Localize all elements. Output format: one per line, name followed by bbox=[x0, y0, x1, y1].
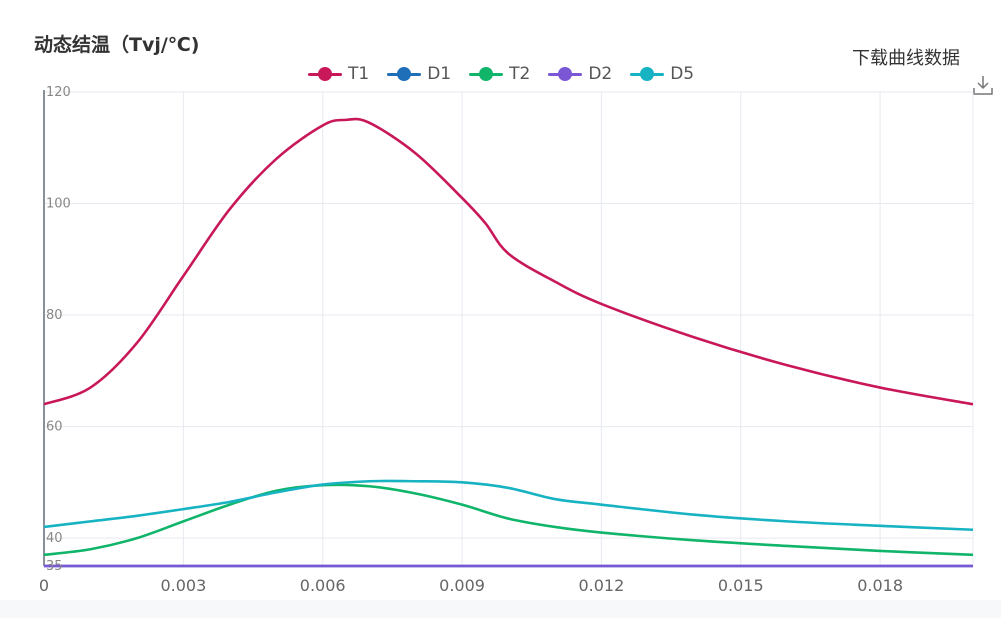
legend-label: T2 bbox=[509, 64, 531, 84]
series-line-d5 bbox=[43, 479, 974, 532]
legend-item-d2[interactable]: D2 bbox=[548, 64, 612, 84]
x-tick-label: 0.012 bbox=[578, 576, 624, 595]
legend-swatch bbox=[387, 67, 422, 81]
x-tick-label: 0.018 bbox=[857, 576, 903, 595]
legend-swatch bbox=[548, 67, 583, 81]
legend-item-d5[interactable]: D5 bbox=[630, 64, 694, 84]
y-tick-label: 60 bbox=[46, 420, 63, 435]
x-tick-label: 0 bbox=[39, 576, 49, 595]
legend-item-t2[interactable]: T2 bbox=[469, 64, 530, 84]
legend-item-t1[interactable]: T1 bbox=[308, 64, 369, 84]
y-tick-label: 35 bbox=[46, 559, 63, 574]
legend-label: D1 bbox=[427, 64, 452, 84]
legend-swatch bbox=[630, 67, 665, 81]
legend-item-d1[interactable]: D1 bbox=[387, 64, 451, 84]
x-tick-label: 0.015 bbox=[718, 576, 764, 595]
x-tick-label: 0.009 bbox=[439, 576, 485, 595]
bottom-strip bbox=[0, 600, 1001, 618]
x-tick-label: 0.006 bbox=[300, 576, 346, 595]
legend-swatch bbox=[469, 67, 504, 81]
series-lines bbox=[43, 117, 974, 568]
chart-title: 动态结温（Tvj/℃) bbox=[34, 34, 200, 56]
series-line-t1 bbox=[43, 117, 974, 406]
legend: T1 D1 T2 D2 D5 bbox=[308, 64, 694, 84]
tick-labels: 120 100 80 60 40 35 0 0.003 0.006 0.009 0.012 0.015… bbox=[39, 85, 903, 595]
legend-label: T1 bbox=[348, 64, 370, 84]
y-tick-label: 120 bbox=[46, 85, 71, 100]
y-tick-label: 40 bbox=[46, 531, 63, 546]
legend-label: D5 bbox=[670, 64, 695, 84]
y-tick-label: 100 bbox=[46, 197, 71, 212]
download-icon[interactable] bbox=[972, 74, 994, 96]
legend-swatch bbox=[308, 67, 342, 81]
download-data-link[interactable]: 下载曲线数据 bbox=[852, 48, 960, 69]
y-tick-label: 80 bbox=[46, 308, 63, 323]
series-line-t2 bbox=[43, 483, 974, 557]
legend-label: D2 bbox=[588, 64, 613, 84]
grid bbox=[44, 91, 974, 566]
x-tick-label: 0.003 bbox=[160, 576, 206, 595]
